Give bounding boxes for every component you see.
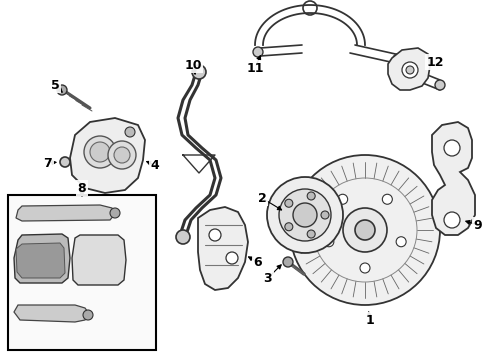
Text: 3: 3 <box>263 271 272 284</box>
Circle shape <box>306 192 315 200</box>
Polygon shape <box>16 243 65 278</box>
Polygon shape <box>16 205 115 221</box>
Polygon shape <box>14 234 70 283</box>
Polygon shape <box>70 118 145 193</box>
Text: 7: 7 <box>43 157 52 170</box>
Circle shape <box>125 127 135 137</box>
Circle shape <box>443 140 459 156</box>
Text: 6: 6 <box>253 256 262 269</box>
Circle shape <box>57 85 67 95</box>
Circle shape <box>354 220 374 240</box>
Polygon shape <box>198 207 247 290</box>
Circle shape <box>284 223 292 231</box>
Text: 10: 10 <box>184 59 202 72</box>
Circle shape <box>395 237 406 247</box>
Circle shape <box>392 54 402 64</box>
Polygon shape <box>14 305 90 322</box>
Polygon shape <box>431 122 474 235</box>
Text: 8: 8 <box>78 181 86 194</box>
Circle shape <box>382 194 391 204</box>
Circle shape <box>90 142 110 162</box>
Text: 4: 4 <box>150 158 159 171</box>
Text: 11: 11 <box>246 62 263 75</box>
Circle shape <box>342 208 386 252</box>
Text: 1: 1 <box>365 314 374 327</box>
Circle shape <box>225 252 238 264</box>
Circle shape <box>83 310 93 320</box>
Text: 2: 2 <box>257 192 266 204</box>
Circle shape <box>279 189 330 241</box>
Circle shape <box>84 136 116 168</box>
Circle shape <box>443 212 459 228</box>
Circle shape <box>337 194 347 204</box>
Circle shape <box>401 62 417 78</box>
Circle shape <box>192 65 205 79</box>
Circle shape <box>208 229 221 241</box>
Circle shape <box>434 80 444 90</box>
Circle shape <box>176 230 190 244</box>
Circle shape <box>283 257 292 267</box>
Circle shape <box>306 230 315 238</box>
Polygon shape <box>387 48 429 90</box>
Text: 9: 9 <box>473 219 481 231</box>
Circle shape <box>108 141 136 169</box>
Circle shape <box>252 47 263 57</box>
Circle shape <box>359 263 369 273</box>
Circle shape <box>114 147 130 163</box>
Circle shape <box>60 157 70 167</box>
Circle shape <box>289 155 439 305</box>
Circle shape <box>266 177 342 253</box>
Circle shape <box>320 211 328 219</box>
Text: 12: 12 <box>426 55 443 68</box>
Polygon shape <box>72 235 126 285</box>
Circle shape <box>292 203 316 227</box>
Circle shape <box>323 237 333 247</box>
Circle shape <box>110 208 120 218</box>
Text: 5: 5 <box>51 78 59 91</box>
Circle shape <box>405 66 413 74</box>
Bar <box>8 195 156 350</box>
Circle shape <box>284 199 292 207</box>
